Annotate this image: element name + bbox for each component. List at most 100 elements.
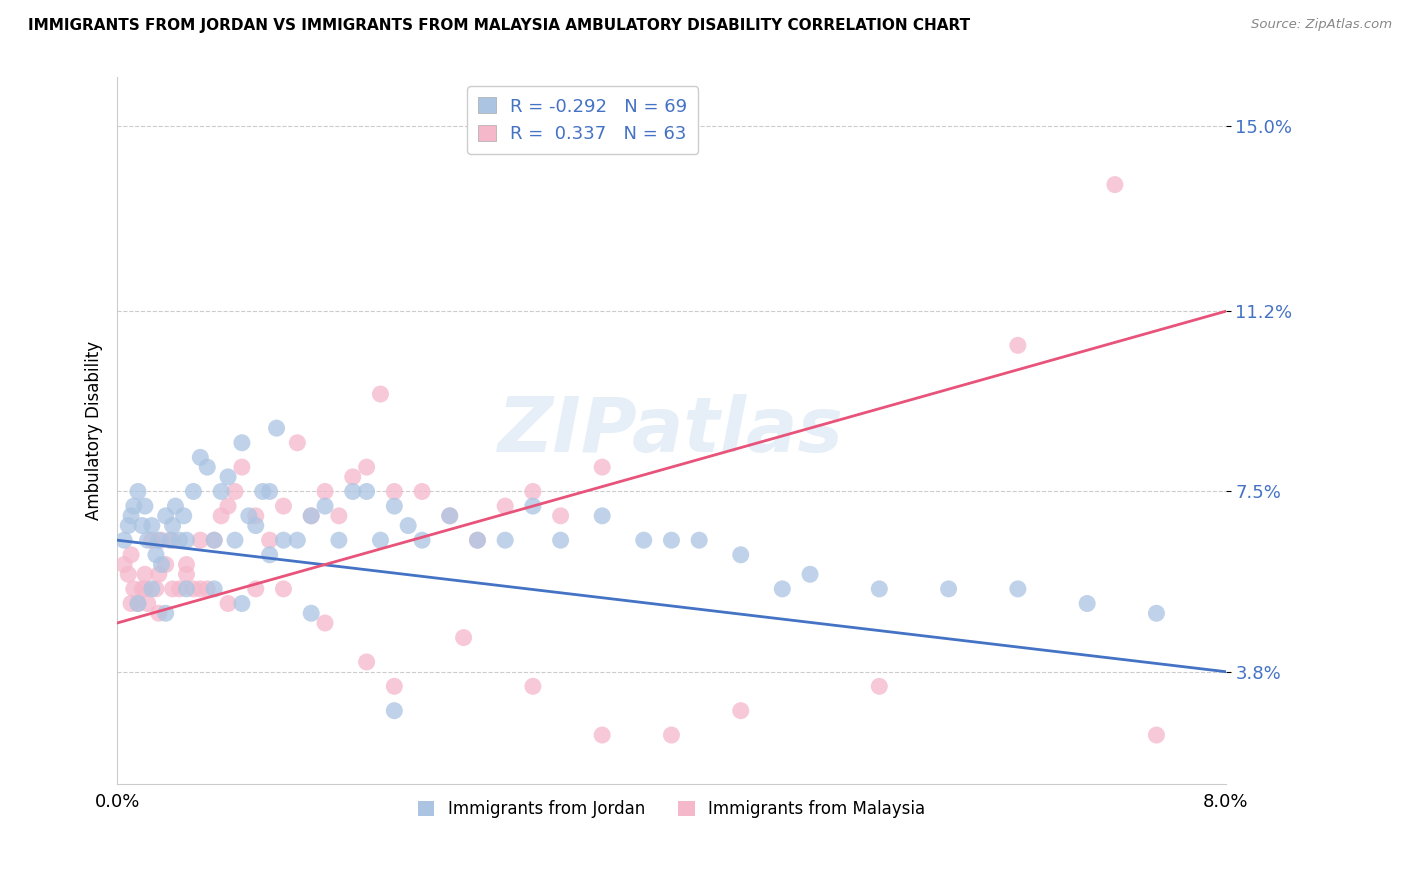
- Point: [730, 548, 752, 562]
- Point: [259, 484, 281, 499]
- Point: [770, 582, 793, 596]
- Point: [591, 460, 613, 475]
- Point: [370, 533, 392, 548]
- Point: [467, 533, 489, 548]
- Point: [224, 484, 246, 499]
- Point: [127, 597, 149, 611]
- Point: [328, 508, 350, 523]
- Point: [169, 533, 191, 548]
- Point: [134, 582, 156, 596]
- Point: [188, 450, 211, 465]
- Point: [382, 499, 405, 513]
- Point: [136, 533, 159, 548]
- Point: [120, 548, 142, 562]
- Point: [231, 435, 253, 450]
- Point: [550, 508, 572, 523]
- Point: [688, 533, 710, 548]
- Point: [231, 597, 253, 611]
- Point: [141, 582, 163, 596]
- Point: [245, 508, 267, 523]
- Point: [439, 508, 461, 523]
- Point: [299, 508, 322, 523]
- Point: [150, 533, 173, 548]
- Point: [202, 582, 225, 596]
- Point: [730, 704, 752, 718]
- Point: [285, 435, 308, 450]
- Point: [467, 533, 489, 548]
- Point: [314, 484, 336, 499]
- Point: [117, 518, 139, 533]
- Point: [453, 631, 475, 645]
- Point: [217, 597, 239, 611]
- Point: [522, 484, 544, 499]
- Point: [162, 533, 184, 548]
- Text: Source: ZipAtlas.com: Source: ZipAtlas.com: [1251, 18, 1392, 31]
- Point: [314, 499, 336, 513]
- Point: [122, 582, 145, 596]
- Point: [117, 567, 139, 582]
- Point: [370, 387, 392, 401]
- Point: [134, 499, 156, 513]
- Point: [591, 508, 613, 523]
- Point: [494, 533, 516, 548]
- Y-axis label: Ambulatory Disability: Ambulatory Disability: [86, 341, 103, 520]
- Point: [134, 567, 156, 582]
- Point: [382, 704, 405, 718]
- Legend: Immigrants from Jordan, Immigrants from Malaysia: Immigrants from Jordan, Immigrants from …: [411, 794, 932, 825]
- Point: [938, 582, 960, 596]
- Point: [494, 499, 516, 513]
- Point: [382, 679, 405, 693]
- Point: [188, 582, 211, 596]
- Point: [112, 533, 135, 548]
- Point: [127, 597, 149, 611]
- Point: [522, 499, 544, 513]
- Point: [150, 558, 173, 572]
- Point: [661, 533, 683, 548]
- Point: [661, 728, 683, 742]
- Point: [183, 582, 205, 596]
- Point: [169, 582, 191, 596]
- Point: [868, 582, 890, 596]
- Point: [1104, 178, 1126, 192]
- Point: [145, 548, 167, 562]
- Point: [259, 548, 281, 562]
- Point: [217, 499, 239, 513]
- Point: [183, 484, 205, 499]
- Point: [328, 533, 350, 548]
- Point: [1007, 582, 1029, 596]
- Point: [1146, 728, 1168, 742]
- Point: [245, 582, 267, 596]
- Point: [285, 533, 308, 548]
- Point: [209, 484, 232, 499]
- Point: [266, 421, 288, 435]
- Point: [314, 615, 336, 630]
- Point: [202, 533, 225, 548]
- Point: [396, 518, 419, 533]
- Point: [273, 582, 295, 596]
- Point: [136, 597, 159, 611]
- Point: [273, 499, 295, 513]
- Point: [1076, 597, 1098, 611]
- Point: [299, 508, 322, 523]
- Point: [145, 582, 167, 596]
- Text: IMMIGRANTS FROM JORDAN VS IMMIGRANTS FROM MALAYSIA AMBULATORY DISABILITY CORRELA: IMMIGRANTS FROM JORDAN VS IMMIGRANTS FRO…: [28, 18, 970, 33]
- Point: [131, 582, 153, 596]
- Point: [238, 508, 260, 523]
- Point: [155, 606, 177, 620]
- Point: [112, 558, 135, 572]
- Point: [245, 518, 267, 533]
- Point: [1146, 606, 1168, 620]
- Point: [148, 567, 170, 582]
- Point: [176, 558, 198, 572]
- Point: [176, 567, 198, 582]
- Point: [120, 597, 142, 611]
- Point: [165, 499, 187, 513]
- Point: [202, 533, 225, 548]
- Point: [120, 508, 142, 523]
- Point: [155, 508, 177, 523]
- Point: [550, 533, 572, 548]
- Point: [127, 484, 149, 499]
- Point: [382, 484, 405, 499]
- Point: [591, 728, 613, 742]
- Point: [273, 533, 295, 548]
